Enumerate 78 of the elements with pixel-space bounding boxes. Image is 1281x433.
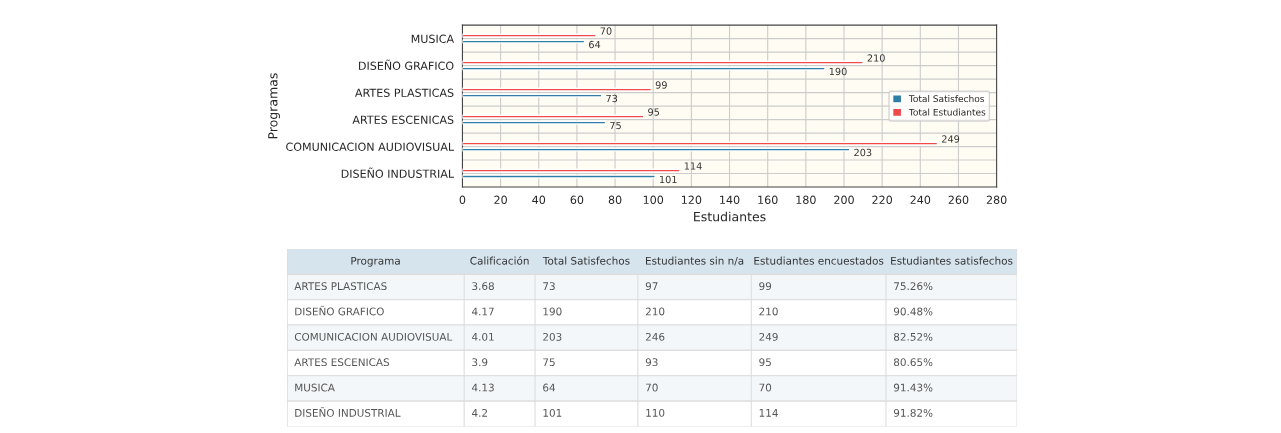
y-tick-label: DISEÑO INDUSTRIAL	[341, 167, 455, 178]
category-label: Calificación	[470, 256, 529, 265]
text: 190	[543, 307, 562, 316]
data-label: 210	[867, 54, 885, 62]
text: 91.43%	[893, 383, 933, 392]
text: ARTES PLASTICAS	[294, 282, 387, 291]
text: 249	[759, 332, 778, 341]
data-label: 101	[660, 175, 677, 184]
x-tick-label: 60	[570, 195, 584, 204]
text: 82.52%	[893, 332, 933, 341]
x-tick-label: 240	[910, 195, 931, 204]
x-tick-label: 280	[986, 195, 1007, 204]
text: 101	[543, 408, 562, 417]
text: MUSICA	[295, 383, 335, 392]
text: 95	[759, 358, 771, 367]
x-tick-label: 40	[532, 195, 546, 204]
x-tick-label: 140	[720, 195, 740, 204]
text: 70	[759, 383, 772, 392]
y-tick-label: DISEÑO GRAFICO	[359, 59, 454, 70]
category-label: Total Satisfechos	[542, 256, 630, 265]
text: 203	[543, 332, 562, 341]
data-label: 99	[655, 81, 667, 89]
text: 64	[543, 383, 556, 392]
text: 91.82%	[893, 408, 933, 417]
x-tick-label: 0	[459, 195, 466, 204]
text: 110	[646, 408, 665, 417]
data-label: 190	[829, 67, 847, 76]
y-tick-label: ARTES PLASTICAS	[355, 88, 454, 97]
text: 3.68	[472, 282, 494, 291]
text: 90.48%	[893, 307, 933, 316]
x-tick-label: 160	[758, 195, 778, 204]
text: 246	[645, 332, 665, 341]
data-label: 114	[684, 162, 702, 170]
text: 93	[645, 358, 658, 367]
text: 80.65%	[893, 358, 933, 367]
x-tick-label: 200	[834, 195, 854, 204]
text: 4.01	[471, 332, 494, 341]
data-label: 64	[589, 40, 601, 49]
text: 210	[645, 307, 665, 316]
legend-label: Total Estudiantes	[908, 108, 986, 116]
category-label: Estudiantes satisfechos	[891, 256, 1013, 265]
text: 99	[759, 282, 772, 291]
text: 3.9	[472, 358, 488, 367]
x-tick-label: 100	[643, 195, 664, 204]
x-tick-label: 220	[872, 195, 893, 204]
x-tick-label: 180	[796, 195, 816, 204]
category-label: Programa	[351, 256, 400, 267]
text: 97	[645, 282, 658, 291]
x-tick-label: 120	[681, 195, 702, 204]
y-tick-label: MUSICA	[411, 34, 455, 43]
text: DISEÑO INDUSTRIAL	[295, 407, 401, 417]
text: ARTES ESCENICAS	[294, 358, 390, 367]
data-label: 203	[854, 148, 872, 157]
data-label: 75	[610, 121, 621, 130]
text: 114	[759, 409, 778, 417]
data-label: 95	[648, 108, 660, 116]
text: 4.17	[471, 307, 494, 316]
text: 4.13	[471, 383, 494, 392]
x-tick-label: 80	[608, 195, 622, 204]
data-label: 249	[942, 135, 960, 143]
data-label: 70	[600, 27, 612, 35]
y-tick-label: ARTES ESCENICAS	[352, 115, 454, 124]
data-label: 73	[606, 94, 618, 103]
y-tick-label: COMUNICACION AUDIOVISUAL	[286, 142, 455, 151]
text: 210	[759, 307, 778, 316]
x-tick-label: 20	[494, 195, 507, 204]
legend-label: Total Satisfechos	[908, 95, 985, 103]
y-axis-title: Programas	[268, 73, 280, 139]
x-tick-label: 260	[948, 195, 969, 204]
text: DISEÑO GRAFICO	[295, 305, 384, 316]
text: 70	[646, 383, 658, 392]
text: 4.2	[471, 408, 487, 417]
text: 73	[543, 282, 555, 291]
category-label: Estudiantes sin n/a	[646, 256, 744, 266]
x-axis-title: Estudiantes	[694, 211, 766, 222]
category-label: Estudiantes encuestados	[754, 256, 884, 265]
text: 75	[543, 358, 555, 367]
text: 75.26%	[894, 282, 933, 291]
